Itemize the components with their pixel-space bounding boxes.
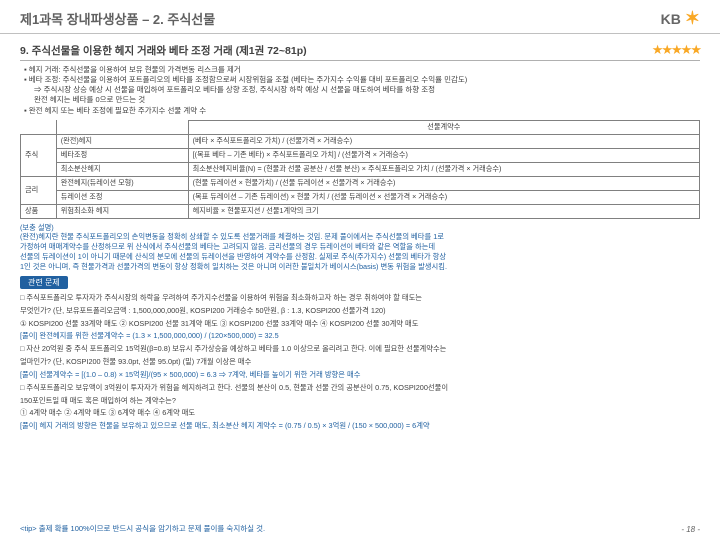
problem-line: 150포인트일 때 매도 혹은 매입하여 하는 계약수는? [20, 396, 700, 406]
bullet-list: ▪ 헤지 거래: 주식선물을 이용하여 보유 현물의 가격변동 리스크를 제거 … [20, 65, 700, 116]
table-cell: 헤지비율 × 현물포지션 / 선물1계약의 크기 [188, 204, 699, 218]
supplementary-note: (보충 설명) (완전)헤지란 현물 주식포트폴리오의 손익변동을 정확히 상쇄… [20, 223, 700, 272]
problem-options: ① KOSPI200 선물 33계약 매도 ② KOSPI200 선물 31계약… [20, 319, 700, 329]
logo-star-icon: ✶ [685, 8, 700, 29]
table-header: 선물계약수 [188, 120, 699, 134]
problem-solution: [풀이] 선물계약수 = [(1.0 – 0.8) × 15억원]/(95 × … [20, 370, 700, 380]
supp-head: (보충 설명) [20, 223, 700, 233]
table-cell: 완전헤지(듀레이션 모형) [56, 176, 188, 190]
table-group: 상품 [21, 204, 57, 218]
problem-solution: [풀이] 완전헤지를 위한 선물계약수 = (1.3 × 1,500,000,0… [20, 331, 700, 341]
section-header: 9. 주식선물을 이용한 헤지 거래와 베타 조정 거래 (제1권 72~81p… [20, 42, 700, 61]
table-cell: 듀레이션 조정 [56, 190, 188, 204]
tip-note: <tip> 출제 확률 100%이므로 반드시 공식을 암기하고 문제 풀이를 … [20, 523, 265, 534]
table-cell: [(목표 베타 – 기존 베타) × 주식포트폴리오 가치] / (선물가격 ×… [188, 148, 699, 162]
related-problems-badge: 관련 문제 [20, 276, 68, 289]
table-cell: 최소분산헤지비율(N) = (현물과 선물 공분산 / 선물 분산) × 주식포… [188, 162, 699, 176]
page-header: 제1과목 장내파생상품 – 2. 주식선물 KB ✶ [0, 0, 720, 34]
problems-block: □ 주식포트폴리오 투자자가 주식시장의 하락을 우려하여 주가지수선물을 이용… [20, 293, 700, 431]
bullet-item: 완전 헤지는 베타를 0으로 만드는 것 [20, 95, 700, 105]
bullet-item: ▪ 베타 조정: 주식선물을 이용하여 포트폴리오의 베타를 조정함으로써 시장… [20, 75, 700, 85]
problem-line: 얼마인가? (단, KOSPI200 현물 93.0pt, 선물 95.0pt)… [20, 357, 700, 367]
table-cell: (목표 듀레이션 – 기존 듀레이션) × 현물 가치 / (선물 듀레이션 ×… [188, 190, 699, 204]
table-cell: 베타조정 [56, 148, 188, 162]
problem-options: ① 4계약 매수 ② 4계약 매도 ③ 6계약 매수 ④ 6계약 매도 [20, 408, 700, 418]
supp-line: 1인 것은 아니며, 즉 현물가격과 선물가격의 변동이 항상 정확히 일치하는… [20, 262, 700, 272]
table-cell: 최소분산헤지 [56, 162, 188, 176]
table-group: 주식 [21, 134, 57, 176]
content-area: 9. 주식선물을 이용한 헤지 거래와 베타 조정 거래 (제1권 72~81p… [0, 34, 720, 431]
table-empty [56, 120, 188, 134]
logo-text: KB [661, 11, 681, 27]
chapter-title: 제1과목 장내파생상품 – 2. 주식선물 [20, 9, 215, 28]
table-cell: 위험최소화 헤지 [56, 204, 188, 218]
bullet-item: ▪ 헤지 거래: 주식선물을 이용하여 보유 현물의 가격변동 리스크를 제거 [20, 65, 700, 75]
problem-line: □ 자산 20억원 중 주식 포트폴리오 15억원(β=0.8) 보유시 주가상… [20, 344, 700, 354]
supp-line: (완전)헤지란 현물 주식포트폴리오의 손익변동을 정확히 상쇄할 수 있도록 … [20, 232, 700, 242]
kb-logo: KB ✶ [661, 8, 700, 29]
problem-line: □ 주식포트폴리오 투자자가 주식시장의 하락을 우려하여 주가지수선물을 이용… [20, 293, 700, 303]
table-cell: (완전)헤지 [56, 134, 188, 148]
problem-line: □ 주식포트폴리오 보유액이 3억원이 투자자가 위험을 헤지하려고 한다. 선… [20, 383, 700, 393]
formula-table: 선물계약수 주식 (완전)헤지 (베타 × 주식포트폴리오 가치) / (선물가… [20, 120, 700, 219]
table-cell: (현물 듀레이션 × 현물가치) / (선물 듀레이션 × 선물가격 × 거래승… [188, 176, 699, 190]
problem-solution: [풀이] 헤지 거래의 방향은 현물을 보유하고 있으므로 선물 매도, 최소분… [20, 421, 700, 431]
bullet-item: ⇒ 주식시장 상승 예상 시 선물을 매입하여 포트폴리오 베타를 상향 조정,… [20, 85, 700, 95]
problem-line: 무엇인가? (단, 보유포트폴리오금액 : 1,500,000,000원, KO… [20, 306, 700, 316]
section-title: 9. 주식선물을 이용한 헤지 거래와 베타 조정 거래 (제1권 72~81p… [20, 43, 307, 58]
page-number: - 18 - [681, 525, 700, 534]
difficulty-stars: ★★★★★ [652, 42, 700, 58]
table-cell: (베타 × 주식포트폴리오 가치) / (선물가격 × 거래승수) [188, 134, 699, 148]
bullet-item: ▪ 완전 헤지 또는 베타 조정에 필요한 주가지수 선물 계약 수 [20, 106, 700, 116]
supp-line: 가정하여 매매계약수를 산정하므로 위 산식에서 주식선물의 베타는 고려되지 … [20, 242, 700, 252]
table-empty [21, 120, 57, 134]
table-group: 금리 [21, 176, 57, 204]
supp-line: 선물의 듀레이션이 1이 아니기 때문에 산식의 분모에 선물의 듀레이션을 반… [20, 252, 700, 262]
